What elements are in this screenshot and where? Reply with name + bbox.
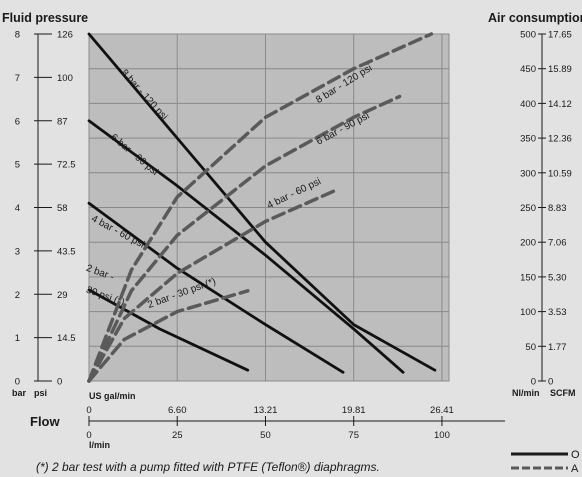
left-tick-label-bar: 1 (15, 333, 20, 344)
right-tick-label-nlmin: 250 (520, 203, 536, 214)
right-tick-label-nlmin: 500 (520, 30, 536, 41)
lmin-tick-label: 75 (348, 430, 359, 441)
usgal-tick-label: 0 (86, 405, 91, 416)
left-tick-label-psi: 126 (57, 30, 73, 41)
footnote: (*) 2 bar test with a pump fitted with P… (36, 460, 380, 474)
right-tick-label-scfm: 17.65 (548, 30, 572, 41)
lmin-tick-label: 0 (86, 430, 91, 441)
right-tick-label-scfm: 10.59 (548, 168, 572, 179)
right-unit-nlmin: Nl/min (512, 388, 540, 398)
usgal-tick-label: 19.81 (342, 405, 366, 416)
series-line-solid-3 (87, 288, 250, 372)
left-tick-label-bar: 0 (15, 377, 20, 388)
left-unit-bar: bar (12, 388, 27, 398)
legend: O A (511, 449, 580, 475)
left-tick-label-bar: 2 (15, 290, 20, 301)
right-tick-label-nlmin: 300 (520, 168, 536, 179)
left-tick-label-psi: 29 (57, 290, 68, 301)
lmin-tick-label: 25 (172, 430, 183, 441)
left-tick-label-bar: 5 (15, 160, 20, 171)
right-tick-label-nlmin: 200 (520, 238, 536, 249)
left-tick-label-psi: 0 (57, 377, 62, 388)
right-tick-label-scfm: 8.83 (548, 203, 567, 214)
left-unit-psi: psi (34, 388, 47, 398)
left-axis: 0 0 1 14.5 2 29 3 43.5 4 58 5 72.5 6 87 7 100 8 126 (15, 30, 76, 388)
left-tick-label-bar: 6 (15, 116, 20, 127)
lmin-tick-label: 100 (434, 430, 450, 441)
left-tick-label-psi: 43.5 (57, 246, 76, 257)
series-line-dashed-5 (87, 94, 402, 383)
flow-axis: 0 6.60 13.21 19.81 26.41 0 25 50 75 100 (86, 405, 505, 441)
series-line-solid-0 (87, 32, 437, 372)
left-tick-label-psi: 72.5 (57, 160, 76, 171)
right-tick-label-nlmin: 350 (520, 134, 536, 145)
right-tick-label-scfm: 12.36 (548, 134, 572, 145)
right-tick-label-nlmin: 450 (520, 64, 536, 75)
series-layer (87, 32, 437, 383)
right-tick-label-scfm: 5.30 (548, 272, 567, 283)
series-line-solid-2 (87, 201, 345, 374)
series-line-dashed-7 (87, 289, 250, 383)
plot-frame (88, 33, 450, 382)
right-tick-label-scfm: 15.89 (548, 64, 572, 75)
usgal-tick-label: 6.60 (168, 405, 187, 416)
right-tick-label-nlmin: 0 (531, 377, 536, 388)
flow-title: Flow (30, 414, 60, 429)
usgal-tick-label: 26.41 (430, 405, 454, 416)
legend-solid-label: O (571, 449, 580, 461)
right-tick-label-scfm: 14.12 (548, 99, 572, 110)
right-tick-label-scfm: 1.77 (548, 342, 567, 353)
left-tick-label-psi: 100 (57, 73, 73, 84)
right-tick-label-scfm: 7.06 (548, 238, 567, 249)
series-line-dashed-4 (87, 32, 434, 383)
left-tick-label-psi: 87 (57, 116, 68, 127)
lmin-tick-label: 50 (260, 430, 271, 441)
right-tick-label-scfm: 3.53 (548, 307, 567, 318)
left-tick-label-psi: 58 (57, 203, 68, 214)
usgal-tick-label: 13.21 (254, 405, 278, 416)
right-tick-label-nlmin: 100 (520, 307, 536, 318)
series-line-dashed-6 (87, 188, 338, 383)
series-line-solid-1 (87, 119, 405, 374)
right-tick-label-nlmin: 50 (525, 342, 536, 353)
right-axis-title: Air consumption (488, 11, 582, 25)
left-tick-label-bar: 4 (15, 203, 20, 214)
x-unit-usgal: US gal/min (89, 391, 136, 401)
right-axis: 0 0 50 1.77 100 3.53 150 5.30 200 7.06 250 8.83 300 1… (520, 30, 572, 388)
left-axis-title: Fluid pressure (2, 11, 88, 25)
x-unit-lmin: l/min (89, 440, 110, 450)
left-tick-label-bar: 7 (15, 73, 20, 84)
left-tick-label-bar: 8 (15, 30, 20, 41)
legend-dashed-label: A (571, 463, 579, 475)
left-tick-label-bar: 3 (15, 246, 20, 257)
right-unit-scfm: SCFM (550, 388, 576, 398)
left-tick-label-psi: 14.5 (57, 333, 76, 344)
right-tick-label-nlmin: 150 (520, 272, 536, 283)
right-tick-label-nlmin: 400 (520, 99, 536, 110)
right-tick-label-scfm: 0 (548, 377, 553, 388)
